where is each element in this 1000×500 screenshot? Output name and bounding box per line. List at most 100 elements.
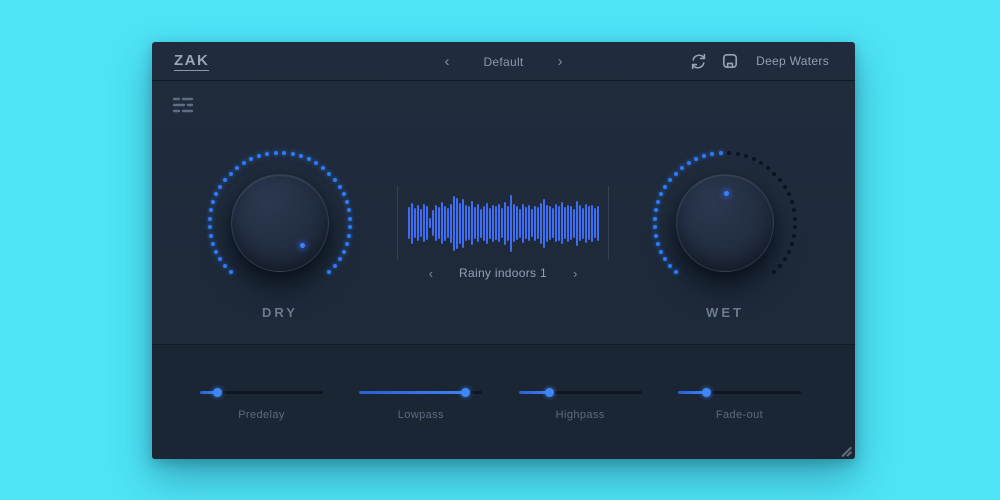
dry-knob[interactable] xyxy=(231,174,329,272)
ring-dot xyxy=(791,208,796,213)
slider-fill xyxy=(677,391,707,394)
sample-name-label: Rainy indoors 1 xyxy=(459,266,547,280)
ring-dot xyxy=(290,152,295,157)
wave-bar xyxy=(545,204,548,242)
wave-bar xyxy=(542,198,545,248)
wave-bar xyxy=(587,206,590,240)
slider-thumb[interactable] xyxy=(460,388,470,397)
wave-bar xyxy=(578,205,581,241)
ring-dot xyxy=(306,157,311,162)
ring-dot xyxy=(211,200,216,205)
wave-bar xyxy=(536,207,539,239)
ring-dot xyxy=(718,151,723,156)
ring-dot xyxy=(344,241,349,246)
wave-bar xyxy=(521,203,524,243)
preset-next-button[interactable]: › xyxy=(557,53,563,70)
waveform xyxy=(400,184,606,262)
wave-bar xyxy=(584,203,587,243)
wave-bar xyxy=(518,208,521,238)
ring-dot xyxy=(772,171,777,176)
ring-dot xyxy=(234,165,239,170)
wave-bar xyxy=(464,205,467,241)
header-bar: ZAK ‹ Default › Deep Waters xyxy=(152,42,855,81)
ring-dot xyxy=(341,249,346,254)
slider-track[interactable] xyxy=(518,388,642,397)
wave-bar xyxy=(446,208,449,238)
ring-dot xyxy=(241,161,246,166)
slider-track[interactable] xyxy=(359,388,483,397)
wave-bar xyxy=(440,202,443,244)
slider-track[interactable] xyxy=(677,388,801,397)
waveform-left-bound xyxy=(397,186,398,260)
preset-prev-button[interactable]: ‹ xyxy=(444,53,450,70)
ring-dot xyxy=(208,225,213,230)
wave-bar xyxy=(593,208,596,238)
sample-navigator: ‹ Rainy indoors 1 › xyxy=(400,266,606,280)
bank-name-label: Deep Waters xyxy=(756,54,829,68)
bottom-slider-panel: Predelay Lowpass Highpass Fade-out xyxy=(152,344,855,459)
wet-knob[interactable] xyxy=(676,174,774,272)
ring-dot xyxy=(341,192,346,197)
wave-bar xyxy=(461,198,464,248)
ring-dot xyxy=(321,165,326,170)
ring-dot xyxy=(759,161,764,166)
ring-dot xyxy=(786,192,791,197)
wave-bar xyxy=(428,218,431,228)
ring-dot xyxy=(656,200,661,205)
wave-bar xyxy=(596,205,599,241)
slider-thumb[interactable] xyxy=(544,388,554,397)
ring-dot xyxy=(656,241,661,246)
slider-thumb[interactable] xyxy=(701,388,711,397)
ring-dot xyxy=(673,171,678,176)
wave-bar xyxy=(419,209,422,237)
save-icon[interactable] xyxy=(722,53,738,69)
ring-dot xyxy=(782,257,787,262)
wave-bar xyxy=(491,204,494,242)
ring-dot xyxy=(228,171,233,176)
zak-logo: ZAK xyxy=(174,51,210,71)
sample-next-button[interactable]: › xyxy=(572,265,578,281)
slider-track[interactable] xyxy=(200,388,323,397)
resize-grip[interactable] xyxy=(839,443,854,458)
wave-bar xyxy=(503,201,506,245)
wave-bar xyxy=(494,206,497,240)
plugin-window: ZAK ‹ Default › Deep Waters xyxy=(152,42,855,459)
wave-bar xyxy=(560,202,563,244)
ring-dot xyxy=(337,184,342,189)
ring-dot xyxy=(327,171,332,176)
wave-bar xyxy=(548,206,551,240)
ring-dot xyxy=(663,184,668,189)
wave-bar xyxy=(572,208,575,238)
ring-dot xyxy=(663,257,668,262)
slider-label: Highpass xyxy=(555,409,605,421)
ring-dot xyxy=(789,200,794,205)
slider-label: Lowpass xyxy=(397,409,444,421)
refresh-icon[interactable] xyxy=(690,53,707,70)
ring-dot xyxy=(792,216,797,221)
ring-dot xyxy=(265,152,270,157)
ring-dot xyxy=(218,257,223,262)
wave-bar xyxy=(416,205,419,241)
slider-thumb[interactable] xyxy=(212,388,222,397)
wave-bar xyxy=(425,206,428,240)
ring-dot xyxy=(667,264,672,269)
wave-bar xyxy=(497,204,500,242)
ring-dot xyxy=(346,208,351,213)
wave-bar xyxy=(413,208,416,238)
wave-bar xyxy=(434,205,437,241)
ring-dot xyxy=(347,216,352,221)
ring-dot xyxy=(751,157,756,162)
sample-prev-button[interactable]: ‹ xyxy=(428,265,434,281)
wave-bar xyxy=(488,207,491,239)
ring-dot xyxy=(786,249,791,254)
wave-bar xyxy=(458,202,461,244)
ring-dot xyxy=(214,249,219,254)
ring-dot xyxy=(249,157,254,162)
wet-knob-indicator-dot xyxy=(723,190,729,196)
settings-sliders-icon[interactable] xyxy=(172,95,194,115)
wave-bar xyxy=(590,204,593,242)
ring-dot xyxy=(228,270,233,275)
wave-bar xyxy=(554,204,557,242)
slider-label: Predelay xyxy=(238,409,285,421)
ring-dot xyxy=(679,165,684,170)
